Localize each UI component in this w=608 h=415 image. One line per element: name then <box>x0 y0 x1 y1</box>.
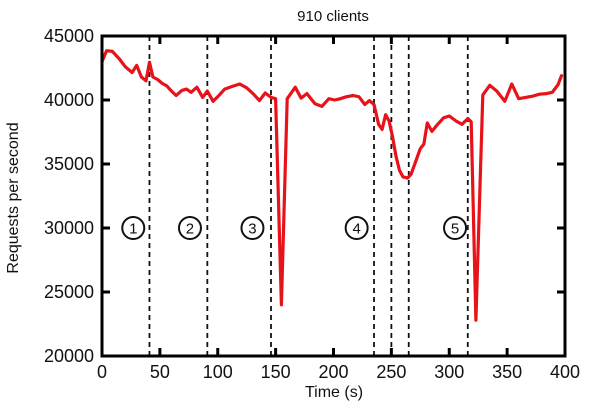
event-lines-layer <box>148 36 469 356</box>
y-tick-label: 25000 <box>44 282 94 302</box>
phase-marker-label: 5 <box>451 221 459 238</box>
phase-marker-label: 2 <box>186 221 194 238</box>
phase-marker-label: 1 <box>129 221 137 238</box>
phase-marker-label: 3 <box>248 221 256 238</box>
x-tick-label: 50 <box>150 362 170 382</box>
y-tick-label: 45000 <box>44 26 94 46</box>
y-tick-label: 35000 <box>44 154 94 174</box>
phase-markers-layer: 1 2 3 4 5 <box>121 216 468 240</box>
y-tick-label: 40000 <box>44 90 94 110</box>
phase-marker-circle <box>121 216 146 240</box>
tick-labels-layer: 0 50 100 150 200 250 300 350 400 20000 25000 30000 3… <box>44 26 580 382</box>
x-tick-label: 200 <box>318 362 348 382</box>
y-tick-label: 30000 <box>44 218 94 238</box>
series-layer <box>100 49 564 322</box>
phase-marker-circle <box>443 216 468 240</box>
series-line <box>100 49 564 322</box>
x-tick-label: 0 <box>97 362 107 382</box>
x-tick-label: 100 <box>203 362 233 382</box>
y-axis-label: Requests per second <box>5 122 22 273</box>
plot-frame <box>100 34 567 358</box>
y-tick-label: 20000 <box>44 346 94 366</box>
x-tick-label: 350 <box>492 362 522 382</box>
phase-marker-circle <box>344 216 369 240</box>
x-axis-label: Time (s) <box>305 384 363 401</box>
phase-marker-circle <box>240 216 265 240</box>
x-tick-label: 400 <box>550 362 580 382</box>
x-tick-label: 250 <box>376 362 406 382</box>
x-tick-label: 300 <box>434 362 464 382</box>
x-tick-label: 150 <box>261 362 291 382</box>
phase-marker-label: 4 <box>352 221 360 238</box>
chart-title: 910 clients <box>297 8 369 25</box>
frame-layer <box>100 34 567 358</box>
phase-marker-circle <box>177 216 202 240</box>
